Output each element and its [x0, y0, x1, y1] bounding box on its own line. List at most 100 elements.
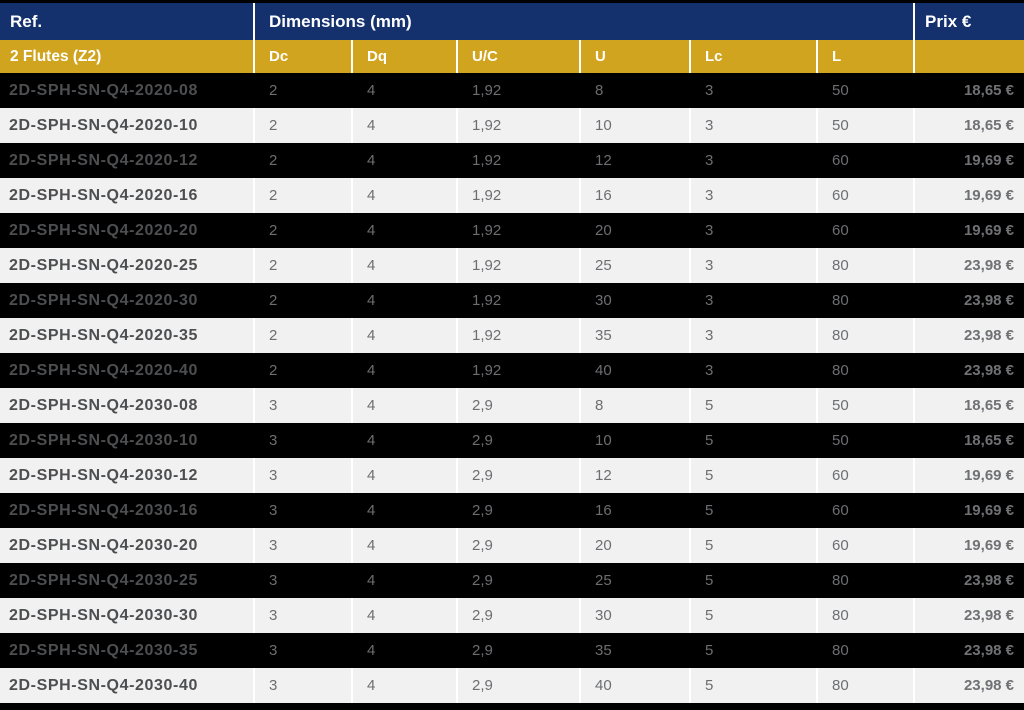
product-ref: 2D-SPH-SN-Q4-2020-35 [0, 318, 255, 353]
subheader-flutes: 2 Flutes (Z2) [0, 40, 255, 73]
uc-value: 2,9 [458, 563, 581, 598]
table-row: 2D-SPH-SN-Q4-2020-08 2 4 1,92 8 3 50 18,… [0, 73, 1024, 108]
dq-value: 4 [353, 108, 458, 143]
lc-value: 5 [691, 563, 818, 598]
dq-value: 4 [353, 598, 458, 633]
subheader-dc: Dc [255, 40, 353, 73]
uc-value: 1,92 [458, 353, 581, 388]
uc-value: 2,9 [458, 633, 581, 668]
dc-value: 3 [255, 598, 353, 633]
lc-value: 3 [691, 318, 818, 353]
uc-value: 2,9 [458, 493, 581, 528]
u-value: 40 [581, 353, 691, 388]
product-ref: 2D-SPH-SN-Q4-2020-30 [0, 283, 255, 318]
dq-value: 4 [353, 73, 458, 108]
lc-value: 5 [691, 423, 818, 458]
price-value: 19,69 € [915, 528, 1024, 563]
u-value: 40 [581, 668, 691, 703]
product-ref: 2D-SPH-SN-Q4-2020-25 [0, 248, 255, 283]
table-row: 2D-SPH-SN-Q4-2030-40 3 4 2,9 40 5 80 23,… [0, 668, 1024, 703]
product-ref: 2D-SPH-SN-Q4-2020-12 [0, 143, 255, 178]
l-value: 60 [818, 528, 916, 563]
dc-value: 3 [255, 423, 353, 458]
subheader-l: L [818, 40, 916, 73]
lc-value: 5 [691, 668, 818, 703]
l-value: 50 [818, 108, 916, 143]
product-ref: 2D-SPH-SN-Q4-2020-40 [0, 353, 255, 388]
dc-value: 2 [255, 73, 353, 108]
lc-value: 3 [691, 248, 818, 283]
price-value: 23,98 € [915, 633, 1024, 668]
l-value: 60 [818, 143, 916, 178]
u-value: 30 [581, 598, 691, 633]
table-row: 2D-SPH-SN-Q4-2030-35 3 4 2,9 35 5 80 23,… [0, 633, 1024, 668]
u-value: 25 [581, 248, 691, 283]
uc-value: 2,9 [458, 458, 581, 493]
subheader-dq: Dq [353, 40, 458, 73]
product-ref: 2D-SPH-SN-Q4-2030-10 [0, 423, 255, 458]
table-subheader-row: 2 Flutes (Z2) Dc Dq U/C U Lc L [0, 40, 1024, 73]
l-value: 50 [818, 388, 916, 423]
header-price: Prix € [915, 3, 1024, 40]
dc-value: 3 [255, 493, 353, 528]
table-row: 2D-SPH-SN-Q4-2020-30 2 4 1,92 30 3 80 23… [0, 283, 1024, 318]
dc-value: 3 [255, 668, 353, 703]
l-value: 80 [818, 668, 916, 703]
product-ref: 2D-SPH-SN-Q4-2030-20 [0, 528, 255, 563]
product-ref: 2D-SPH-SN-Q4-2030-35 [0, 633, 255, 668]
product-ref: 2D-SPH-SN-Q4-2020-20 [0, 213, 255, 248]
l-value: 50 [818, 423, 916, 458]
l-value: 80 [818, 353, 916, 388]
price-value: 19,69 € [915, 458, 1024, 493]
product-ref: 2D-SPH-SN-Q4-2030-25 [0, 563, 255, 598]
dc-value: 2 [255, 283, 353, 318]
price-value: 23,98 € [915, 353, 1024, 388]
table-header-row: Ref. Dimensions (mm) Prix € [0, 3, 1024, 40]
subheader-lc: Lc [691, 40, 818, 73]
dq-value: 4 [353, 178, 458, 213]
u-value: 35 [581, 318, 691, 353]
uc-value: 1,92 [458, 318, 581, 353]
uc-value: 2,9 [458, 598, 581, 633]
dc-value: 3 [255, 458, 353, 493]
uc-value: 1,92 [458, 178, 581, 213]
lc-value: 5 [691, 493, 818, 528]
l-value: 80 [818, 633, 916, 668]
lc-value: 3 [691, 108, 818, 143]
u-value: 10 [581, 423, 691, 458]
lc-value: 5 [691, 528, 818, 563]
dq-value: 4 [353, 493, 458, 528]
dc-value: 3 [255, 528, 353, 563]
table-row: 2D-SPH-SN-Q4-2020-16 2 4 1,92 16 3 60 19… [0, 178, 1024, 213]
price-value: 23,98 € [915, 283, 1024, 318]
uc-value: 2,9 [458, 388, 581, 423]
product-ref: 2D-SPH-SN-Q4-2020-10 [0, 108, 255, 143]
u-value: 8 [581, 73, 691, 108]
uc-value: 1,92 [458, 73, 581, 108]
u-value: 35 [581, 633, 691, 668]
price-value: 18,65 € [915, 73, 1024, 108]
dq-value: 4 [353, 458, 458, 493]
dc-value: 2 [255, 108, 353, 143]
dq-value: 4 [353, 318, 458, 353]
uc-value: 1,92 [458, 213, 581, 248]
table-row: 2D-SPH-SN-Q4-2030-10 3 4 2,9 10 5 50 18,… [0, 423, 1024, 458]
u-value: 16 [581, 493, 691, 528]
product-ref: 2D-SPH-SN-Q4-2030-30 [0, 598, 255, 633]
uc-value: 1,92 [458, 143, 581, 178]
dq-value: 4 [353, 528, 458, 563]
lc-value: 3 [691, 143, 818, 178]
price-value: 23,98 € [915, 563, 1024, 598]
table-row: 2D-SPH-SN-Q4-2020-20 2 4 1,92 20 3 60 19… [0, 213, 1024, 248]
uc-value: 1,92 [458, 248, 581, 283]
u-value: 16 [581, 178, 691, 213]
price-value: 18,65 € [915, 388, 1024, 423]
uc-value: 1,92 [458, 108, 581, 143]
price-value: 23,98 € [915, 598, 1024, 633]
table-row: 2D-SPH-SN-Q4-2030-16 3 4 2,9 16 5 60 19,… [0, 493, 1024, 528]
lc-value: 3 [691, 73, 818, 108]
l-value: 80 [818, 318, 916, 353]
product-ref: 2D-SPH-SN-Q4-2030-16 [0, 493, 255, 528]
u-value: 10 [581, 108, 691, 143]
